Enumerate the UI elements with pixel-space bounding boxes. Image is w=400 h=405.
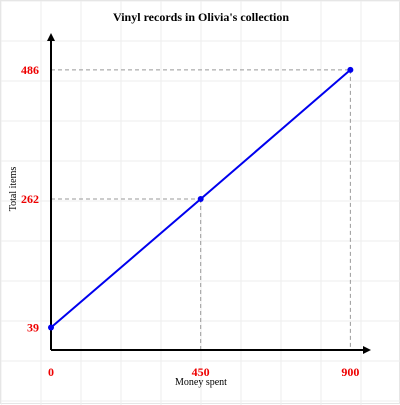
y-axis-arrow-icon	[47, 33, 55, 41]
axes	[47, 33, 371, 354]
y-tick-label: 39	[27, 321, 39, 335]
chart-title: Vinyl records in Olivia's collection	[113, 10, 289, 24]
data-point	[197, 195, 204, 202]
tick-labels: 0 450 900 39 262 486	[21, 63, 359, 379]
data-point	[347, 66, 354, 73]
x-tick-label: 0	[48, 365, 54, 379]
y-axis-title: Total items	[8, 167, 19, 212]
series	[48, 66, 354, 331]
x-axis-arrow-icon	[363, 346, 371, 354]
y-tick-label: 486	[21, 63, 39, 77]
x-tick-label: 900	[341, 365, 359, 379]
data-point	[48, 324, 54, 331]
x-axis-title: Money spent	[175, 377, 227, 388]
y-tick-label: 262	[21, 192, 39, 206]
x-tick-label: 450	[192, 365, 210, 379]
